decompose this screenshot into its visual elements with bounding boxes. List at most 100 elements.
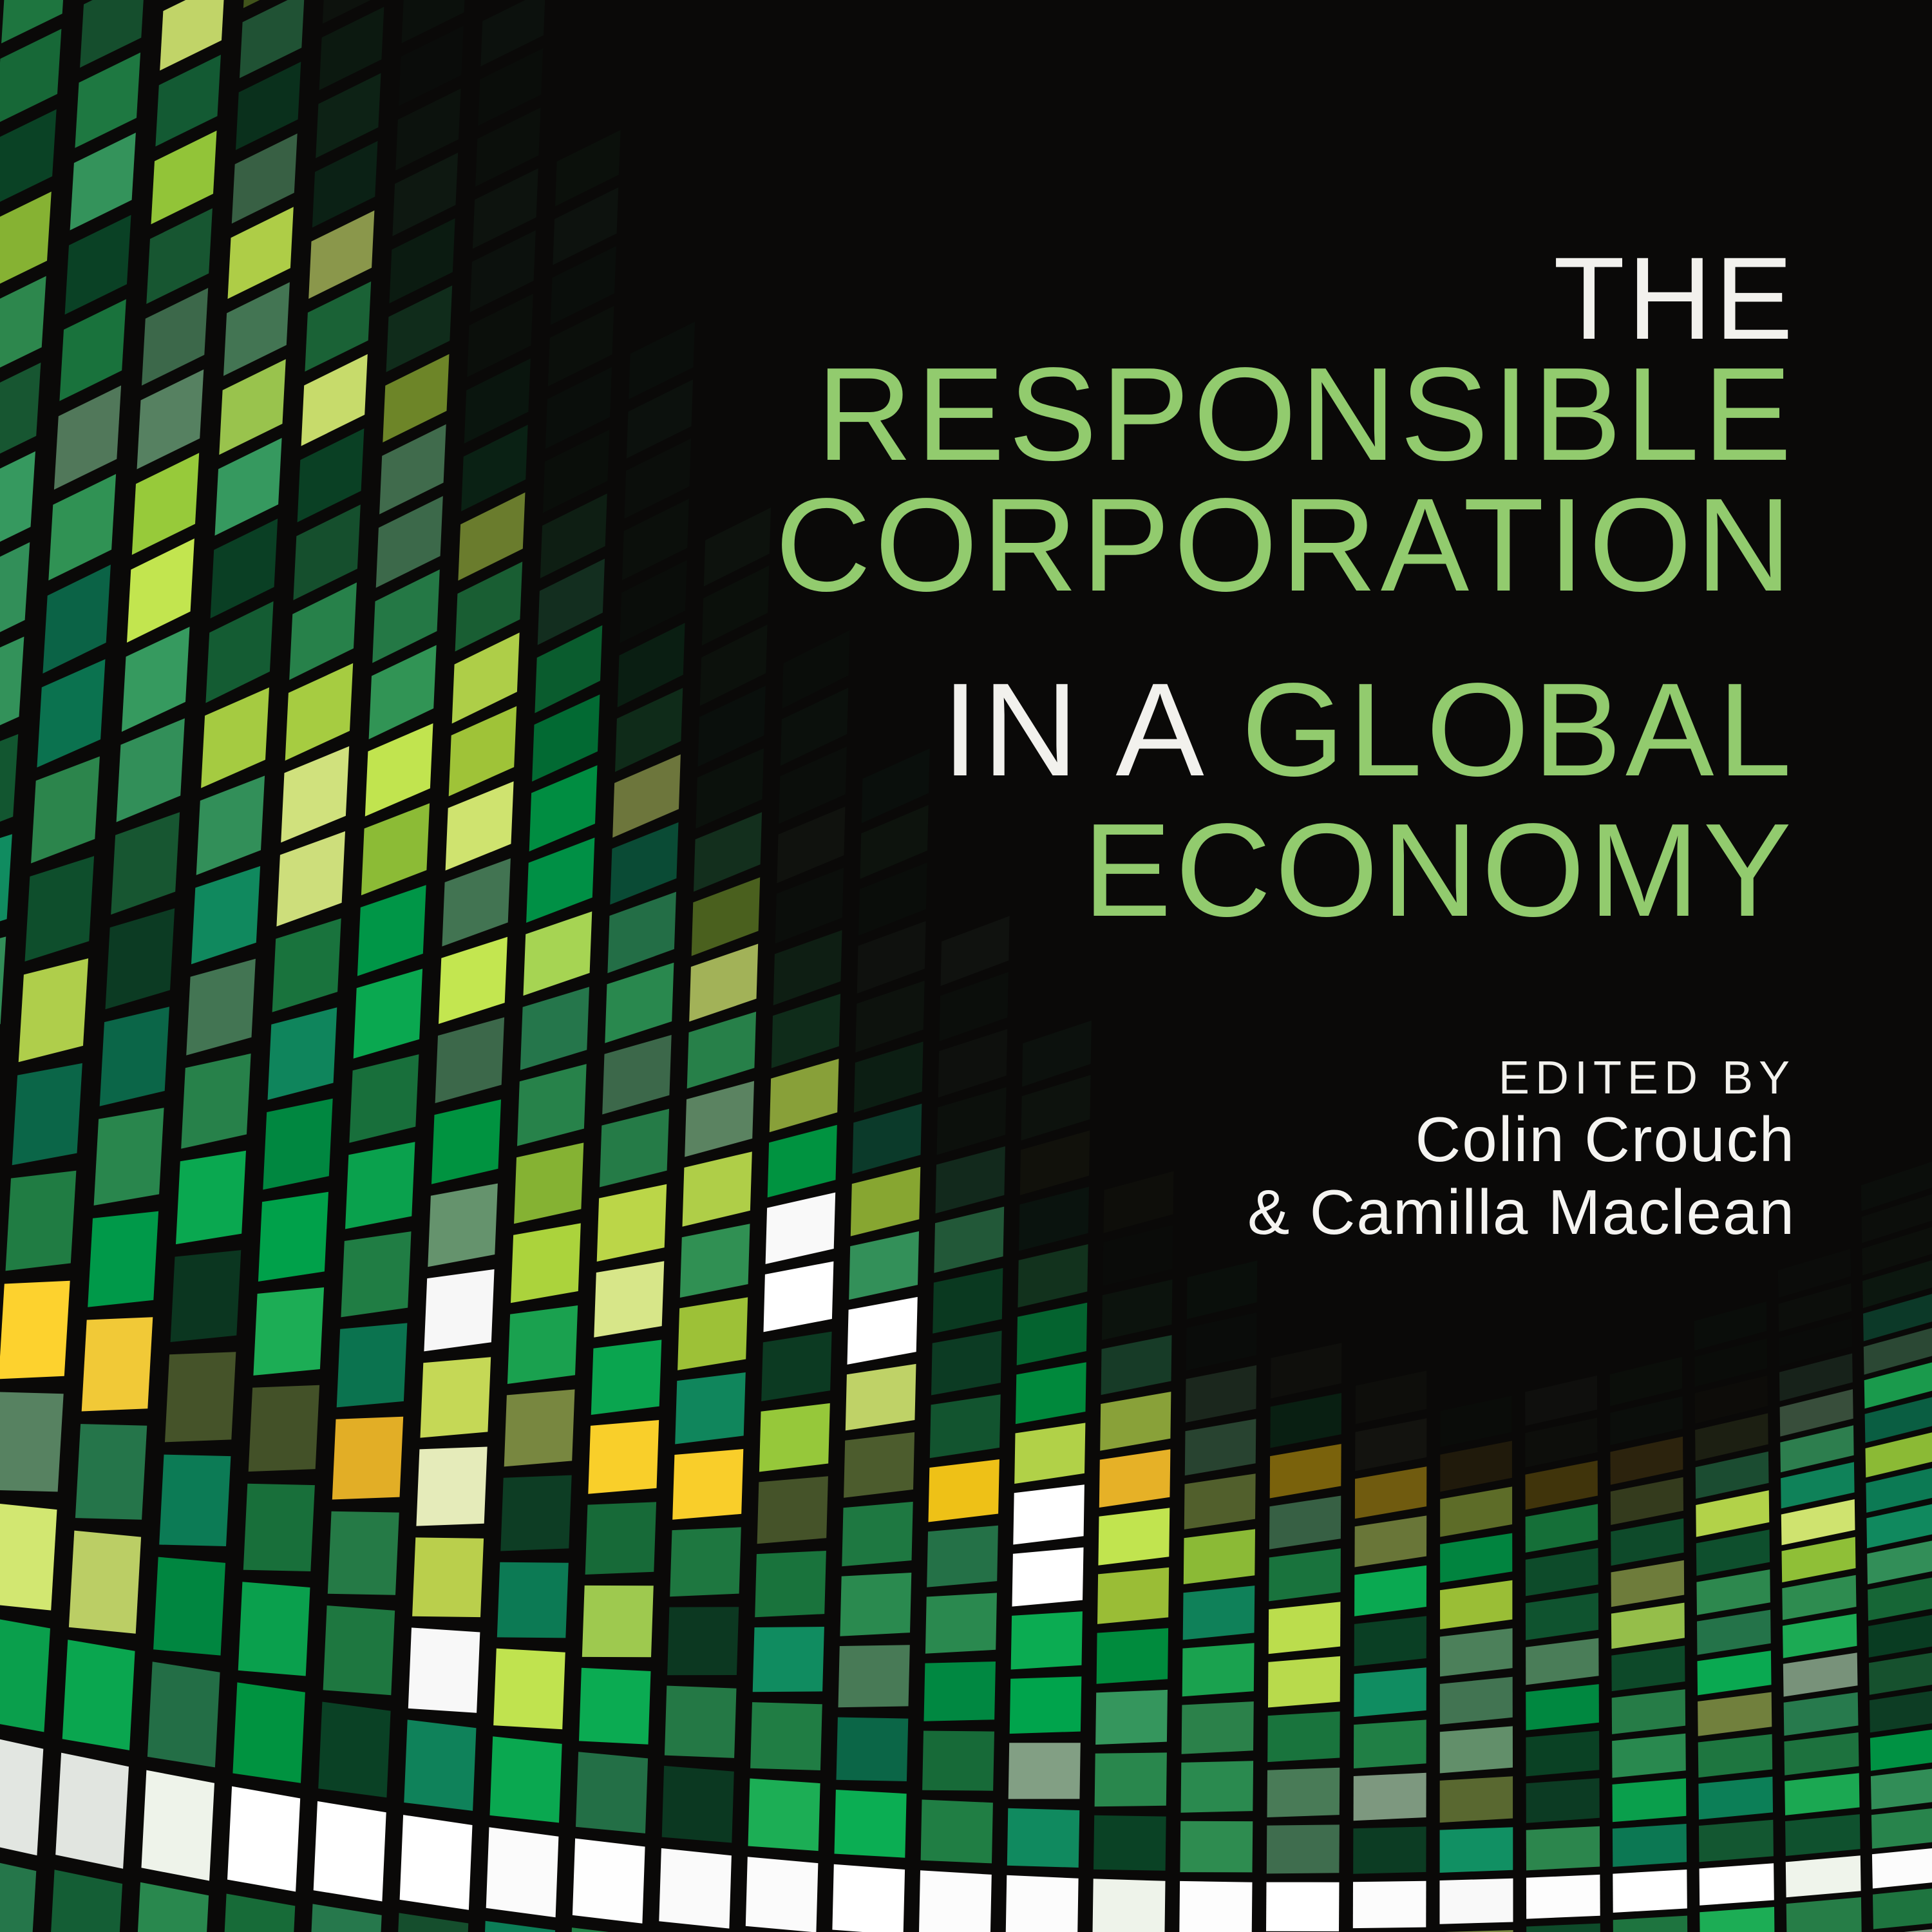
mosaic-tile	[159, 1454, 231, 1546]
mosaic-tile	[1785, 1773, 1860, 1815]
mosaic-tile	[667, 1607, 739, 1676]
mosaic-tile	[1440, 1533, 1513, 1583]
mosaic-tile	[1612, 1733, 1686, 1778]
mosaic-tile	[368, 645, 437, 739]
mosaic-tile	[759, 1403, 830, 1472]
mosaic-tile	[12, 1063, 82, 1166]
mosaic-tile	[439, 936, 507, 1024]
mosaic-tile	[1904, 1929, 1932, 1932]
mosaic-tile	[1783, 1653, 1858, 1697]
mosaic-tile	[5, 1170, 77, 1271]
mosaic-tile	[572, 1838, 645, 1924]
mosaic-tile	[248, 1385, 320, 1472]
mosaic-tile	[860, 804, 929, 879]
mosaic-tile	[1785, 1814, 1861, 1856]
mosaic-tile	[336, 1323, 408, 1408]
title-line-responsible: RESPONSIBLE	[817, 340, 1795, 488]
mosaic-tile	[0, 1739, 44, 1856]
mosaic-tile	[127, 538, 194, 643]
editor-name-2: & Camilla Maclean	[1247, 1177, 1795, 1247]
mosaic-tile	[517, 1064, 587, 1146]
mosaic-tile	[591, 1340, 662, 1415]
mosaic-tile	[0, 1862, 37, 1932]
mosaic-tile	[555, 129, 621, 207]
mosaic-tile	[1610, 1396, 1683, 1446]
mosaic-tile	[253, 1287, 325, 1376]
mosaic-tile	[1353, 1772, 1426, 1821]
mosaic-tile	[1005, 1875, 1079, 1932]
mosaic-tile	[1784, 1732, 1859, 1776]
mosaic-tile	[267, 1007, 337, 1100]
mosaic-tile	[1525, 1548, 1598, 1596]
mosaic-tile	[923, 1662, 996, 1721]
mosaic-tile	[0, 1392, 64, 1492]
mosaic-tile	[313, 1801, 386, 1902]
title-in-a: IN A	[942, 656, 1201, 804]
mosaic-tile	[361, 803, 430, 896]
mosaic-tile	[51, 1870, 123, 1932]
mosaic-tile	[131, 453, 200, 555]
mosaic-tile	[224, 1893, 296, 1932]
mosaic-tile	[1092, 1879, 1166, 1932]
mosaic-tile	[1612, 1824, 1687, 1867]
mosaic-tile	[1611, 1602, 1685, 1649]
mosaic-tile	[936, 1087, 1007, 1155]
mosaic-tile	[1098, 1508, 1170, 1566]
mosaic-tile	[1611, 1689, 1686, 1734]
mosaic-tile	[1779, 1353, 1853, 1401]
mosaic-tile	[467, 294, 533, 377]
mosaic-tile	[672, 1449, 744, 1520]
mosaic-tile	[18, 958, 89, 1063]
mosaic-tile	[0, 734, 19, 822]
mosaic-tile	[327, 1511, 399, 1595]
mosaic-tile	[1611, 1518, 1684, 1566]
mosaic-tile	[116, 718, 185, 822]
mosaic-tile	[219, 359, 286, 455]
mosaic-tile	[1696, 1569, 1770, 1615]
mosaic-tile	[1866, 1504, 1932, 1549]
mosaic-tile	[263, 1098, 333, 1190]
mosaic-tile	[542, 430, 610, 513]
mosaic-tile	[842, 1501, 913, 1567]
mosaic-tile	[489, 1736, 562, 1823]
mosaic-tile	[1101, 1335, 1172, 1396]
mosaic-tile	[1270, 1393, 1342, 1448]
mosaic-tile	[1355, 1418, 1427, 1472]
mosaic-tile	[276, 831, 345, 927]
mosaic-tile	[464, 358, 531, 444]
mosaic-tile	[1781, 1499, 1855, 1546]
mosaic-tile	[238, 1582, 310, 1676]
mosaic-tile	[398, 25, 464, 106]
mosaic-tile	[605, 962, 674, 1043]
mosaic-tile	[920, 1799, 993, 1864]
mosaic-tile	[1869, 1653, 1932, 1695]
mosaic-tile	[1183, 1529, 1255, 1584]
mosaic-tile	[1694, 1375, 1768, 1424]
mosaic-tile	[455, 562, 523, 652]
mosaic-tile	[1782, 1575, 1857, 1620]
mosaic-tile	[1184, 1473, 1256, 1530]
mosaic-tile	[316, 73, 381, 158]
mosaic-tile	[147, 1662, 220, 1768]
mosaic-tile	[480, 0, 545, 67]
mosaic-tile	[345, 1142, 415, 1229]
mosaic-tile	[408, 1627, 480, 1713]
mosaic-tile	[383, 354, 450, 442]
mosaic-tile	[151, 130, 217, 225]
mosaic-tile	[372, 569, 440, 663]
mosaic-tile	[1612, 1778, 1687, 1823]
mosaic-tile	[227, 207, 294, 299]
mosaic-tile	[379, 424, 446, 515]
mosaic-tile	[1526, 1826, 1600, 1871]
mosaic-tile	[1095, 1689, 1168, 1745]
mosaic-tile	[547, 305, 614, 387]
mosaic-tile	[412, 1537, 484, 1618]
mosaic-tile	[1699, 1819, 1774, 1862]
mosaic-tile	[927, 1525, 998, 1587]
mosaic-tile	[701, 565, 770, 646]
mosaic-tile	[677, 1297, 748, 1370]
mosaic-tile	[24, 856, 95, 961]
mosaic-tile	[181, 1053, 251, 1149]
mosaic-tile	[191, 866, 261, 965]
mosaic-tile	[610, 822, 679, 905]
